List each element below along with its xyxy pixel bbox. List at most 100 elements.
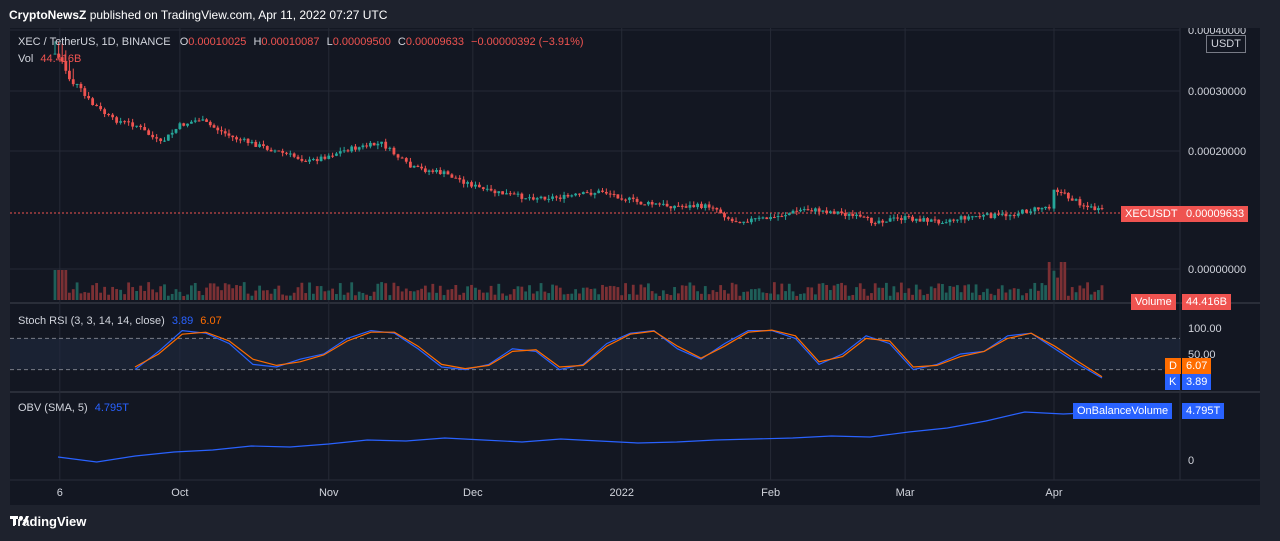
candle-body [551, 196, 554, 199]
candle-body [843, 213, 847, 216]
volume-bar [197, 290, 201, 300]
price-tag-value: 0.00009633 [1182, 206, 1249, 222]
candle-body [821, 210, 825, 212]
stoch-tick-label: 100.00 [1188, 323, 1222, 335]
candle-body [292, 153, 296, 157]
candle-body [450, 174, 454, 178]
volume-bar [1016, 288, 1020, 300]
x-tick-label: Oct [171, 487, 188, 499]
candle-body [404, 158, 408, 162]
candle-body [111, 114, 115, 118]
candle-body [922, 218, 926, 222]
stoch-label[interactable]: Stoch RSI (3, 3, 14, 14, close) [18, 315, 165, 327]
volume-bar [684, 285, 688, 300]
volume-label[interactable]: Vol [18, 53, 34, 65]
candle-body [608, 193, 612, 195]
obv-tag-value: 4.795T [1182, 403, 1225, 419]
candle-body [669, 206, 673, 209]
volume-bar [458, 294, 462, 300]
candle-body [354, 146, 357, 150]
volume-bar [700, 293, 703, 300]
chart-canvas[interactable]: 6 Oct Nov Dec 2022 Feb Mar Apr 0.00040000 0.00030… [10, 28, 1260, 505]
chart-area[interactable]: 6 Oct Nov Dec 2022 Feb Mar Apr 0.00040000 0.00030… [10, 28, 1260, 505]
volume-bar [300, 282, 304, 300]
volume-bar [404, 288, 408, 300]
volume-bar [508, 294, 512, 300]
candle-body [696, 203, 700, 208]
volume-bar [730, 282, 734, 300]
volume-bar [285, 295, 288, 300]
volume-bar [658, 295, 662, 300]
obv-label[interactable]: OBV (SMA, 5) [18, 402, 88, 414]
candle-body [166, 134, 170, 141]
volume-bar [647, 283, 650, 300]
volume-bar [997, 288, 1000, 300]
volume-bar [828, 290, 832, 300]
volume-bar [866, 295, 870, 300]
candle-body [238, 139, 242, 141]
volume-bar [795, 295, 799, 300]
volume-bar [493, 294, 497, 300]
volume-bar [365, 294, 369, 300]
volume-bar [888, 295, 892, 300]
volume-bar [982, 292, 985, 300]
candle-body [955, 219, 959, 221]
candle-body [193, 120, 197, 122]
volume-bar [799, 293, 802, 300]
candle-body [715, 207, 719, 210]
volume-bar [669, 295, 673, 300]
volume-bar [746, 291, 749, 300]
x-tick-label: Nov [319, 487, 339, 499]
symbol-title[interactable]: XEC / TetherUS, 1D, BINANCE [18, 36, 171, 48]
candle-body [612, 194, 616, 196]
candle-body [933, 219, 937, 221]
candle-body [742, 221, 746, 223]
candle-body [885, 221, 888, 223]
volume-bar [400, 291, 404, 300]
volume-bar [608, 285, 612, 300]
candle-body [246, 138, 250, 144]
volume-bar [470, 284, 473, 300]
stoch-d-line [134, 329, 1103, 378]
volume-bar [825, 284, 829, 300]
candle-body [250, 141, 254, 144]
footer-brand[interactable]: TradingView [10, 514, 87, 529]
volume-bar [585, 287, 589, 300]
publisher-name[interactable]: CryptoNewsZ [9, 8, 87, 22]
volume-bar [131, 287, 135, 300]
candle-body [746, 221, 749, 223]
candle-body [454, 177, 458, 179]
candle-body [749, 218, 753, 223]
volume-bar [855, 287, 858, 300]
volume-bar [277, 285, 281, 300]
low-value: 0.00009500 [332, 36, 391, 48]
candle-body [409, 161, 412, 168]
candle-body [1096, 208, 1100, 211]
volume-bar [304, 293, 308, 300]
candle-body [400, 157, 404, 159]
volume-bar [380, 282, 383, 300]
candle-body [866, 217, 870, 219]
volume-bar [384, 283, 388, 300]
candle-body [967, 216, 970, 220]
volume-bar [993, 295, 997, 300]
candle-body [726, 217, 730, 219]
volume-bar [262, 290, 265, 300]
candle-body [107, 114, 111, 116]
volume-bar [427, 292, 431, 300]
candle-body [208, 121, 212, 126]
candle-body [948, 219, 952, 223]
candle-body [825, 210, 829, 214]
tradingview-logo-icon[interactable] [10, 514, 30, 526]
volume-bar [821, 283, 825, 300]
candle-body [205, 119, 208, 122]
volume-bar [466, 286, 470, 300]
volume-bar [331, 288, 334, 300]
candle-body [734, 221, 738, 223]
volume-bar [372, 291, 376, 300]
candle-body [1047, 206, 1051, 209]
candle-body [624, 199, 627, 201]
candle-body [673, 205, 676, 209]
currency-label[interactable]: USDT [1206, 35, 1246, 53]
candle-body [388, 147, 392, 149]
